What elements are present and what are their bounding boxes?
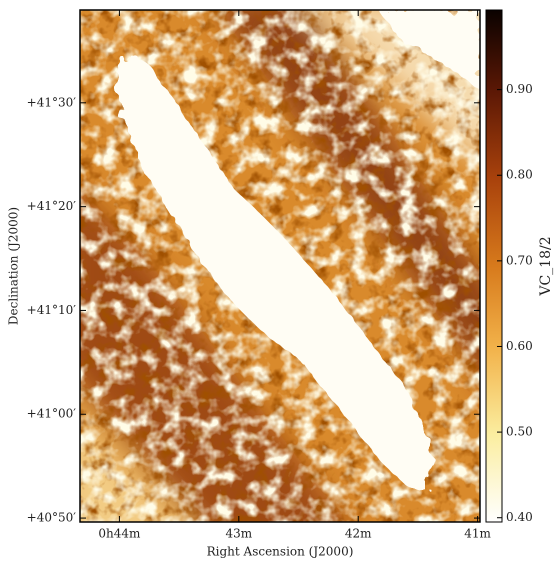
colorbar-tick-label: 0.40 xyxy=(506,510,533,524)
x-tick-label: 0h44m xyxy=(98,527,141,541)
y-tick-label: +41°20′ xyxy=(27,199,77,213)
x-tick-label: 41m xyxy=(464,527,491,541)
colorbar-label: VC_18/2 xyxy=(538,236,554,296)
y-tick-label: +40°50′ xyxy=(27,511,77,525)
x-axis-label: Right Ascension (J2000) xyxy=(207,545,354,559)
colorbar-tick-label: 0.80 xyxy=(506,168,533,182)
y-axis-label: Declination (J2000) xyxy=(7,207,21,325)
sky-image xyxy=(80,10,480,522)
colorbar-tick-label: 0.60 xyxy=(506,339,533,353)
x-tick-label: 42m xyxy=(345,527,372,541)
y-tick-label: +41°10′ xyxy=(27,303,77,317)
y-tick-label: +41°30′ xyxy=(27,95,77,109)
plot-frame xyxy=(79,9,481,523)
x-tick-label: 43m xyxy=(225,527,252,541)
colorbar-tick-label: 0.50 xyxy=(506,425,533,439)
colorbar-tick-label: 0.70 xyxy=(506,253,533,267)
colorbar-tick-label: 0.90 xyxy=(506,82,533,96)
colorbar xyxy=(485,9,503,523)
y-tick-label: +41°00′ xyxy=(27,407,77,421)
